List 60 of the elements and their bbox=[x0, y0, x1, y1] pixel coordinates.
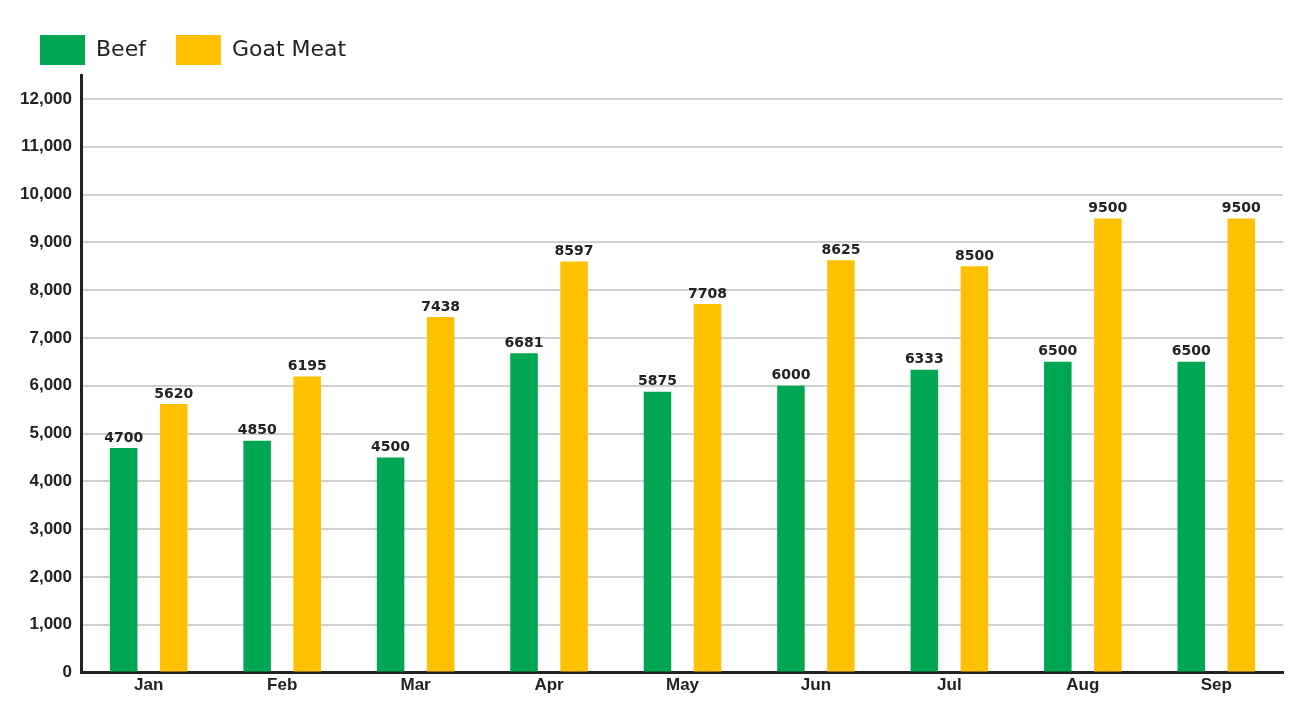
x-tick-label: Apr bbox=[534, 675, 565, 695]
bar bbox=[109, 447, 138, 672]
legend-label: Beef bbox=[96, 35, 148, 61]
bar bbox=[510, 353, 538, 672]
y-tick-label: 1,000 bbox=[29, 614, 72, 634]
bar bbox=[960, 266, 989, 672]
bar bbox=[560, 261, 588, 672]
bar bbox=[426, 317, 455, 672]
y-tick-label: 4,000 bbox=[29, 471, 72, 491]
y-tick-label: 12,000 bbox=[20, 88, 72, 108]
data-label: 6000 bbox=[771, 366, 811, 383]
bar bbox=[159, 403, 188, 672]
data-label: 6500 bbox=[1171, 342, 1211, 359]
y-tick-label: 5,000 bbox=[29, 423, 72, 443]
y-tick-label: 2,000 bbox=[29, 566, 72, 586]
data-label: 8500 bbox=[954, 246, 995, 263]
bar bbox=[1044, 361, 1072, 672]
data-label: 4850 bbox=[237, 421, 277, 438]
x-tick-label: Jan bbox=[134, 675, 164, 695]
x-tick-label: Mar bbox=[400, 675, 432, 695]
x-tick-label: Aug bbox=[1066, 675, 1100, 695]
data-label: 5875 bbox=[637, 372, 677, 389]
y-tick-label: 3,000 bbox=[29, 518, 72, 538]
bar bbox=[643, 391, 672, 672]
x-tick-label: Jun bbox=[800, 675, 832, 695]
x-tick-label: Feb bbox=[267, 675, 298, 695]
data-label: 7438 bbox=[421, 297, 461, 314]
data-label: 6333 bbox=[904, 350, 944, 367]
data-label: 7708 bbox=[688, 284, 727, 301]
x-tick-label: May bbox=[665, 675, 700, 695]
data-label: 6195 bbox=[287, 357, 327, 374]
bar bbox=[827, 260, 855, 672]
bar bbox=[1177, 361, 1206, 672]
bar bbox=[243, 440, 271, 672]
y-tick-label: 10,000 bbox=[20, 184, 72, 204]
bar bbox=[293, 376, 321, 672]
data-label: 9500 bbox=[1088, 199, 1128, 216]
data-label: 8625 bbox=[821, 240, 861, 257]
y-tick-label: 6,000 bbox=[29, 375, 72, 395]
x-tick-label: Sep bbox=[1200, 675, 1232, 695]
y-tick-label: 9,000 bbox=[29, 232, 72, 252]
x-tick-label: Jul bbox=[937, 675, 962, 695]
bar bbox=[777, 385, 805, 672]
bar bbox=[1227, 218, 1256, 672]
legend-label: Goat Meat bbox=[231, 35, 347, 61]
y-tick-label: 8,000 bbox=[29, 279, 72, 299]
data-label: 6681 bbox=[504, 333, 544, 350]
data-label: 9500 bbox=[1221, 199, 1262, 216]
data-label: 5620 bbox=[154, 384, 194, 401]
data-label: 4700 bbox=[104, 428, 144, 445]
data-label: 6500 bbox=[1038, 342, 1078, 359]
bar bbox=[376, 457, 405, 672]
y-tick-label: 0 bbox=[62, 662, 72, 682]
data-label: 4500 bbox=[371, 438, 411, 455]
bar bbox=[1094, 218, 1122, 672]
bar bbox=[910, 369, 939, 672]
bar bbox=[693, 304, 722, 672]
y-tick-label: 11,000 bbox=[20, 136, 72, 156]
y-tick-label: 7,000 bbox=[29, 327, 72, 347]
data-label: 8597 bbox=[554, 242, 594, 259]
